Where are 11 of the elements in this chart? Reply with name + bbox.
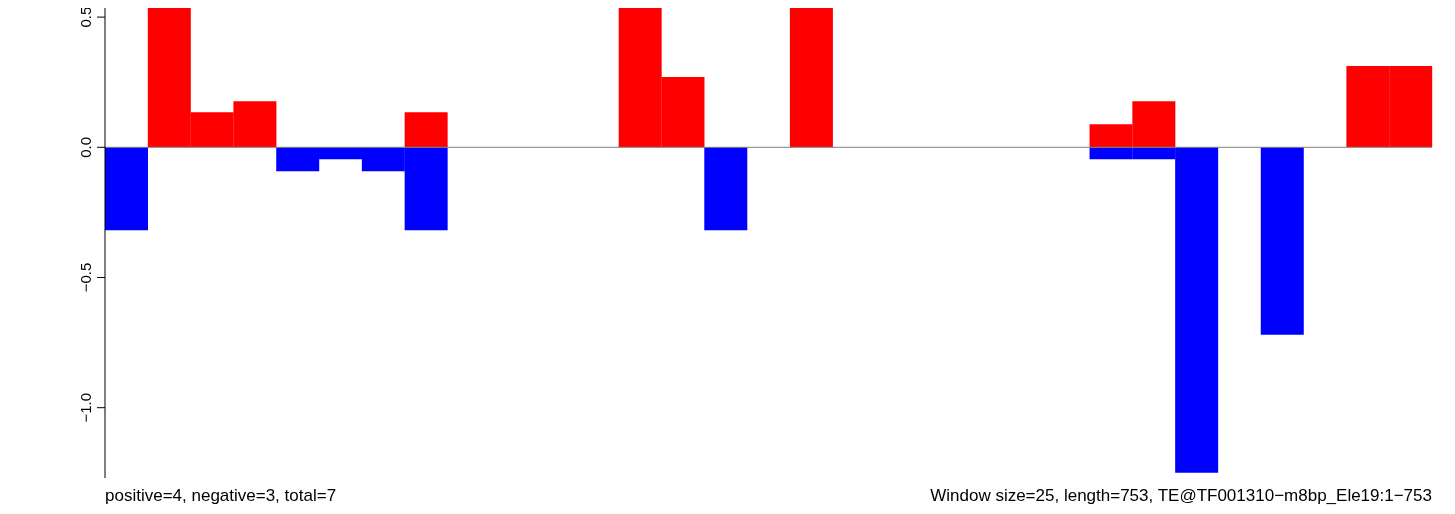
text: positive=4, negative=3, total=7	[105, 486, 337, 506]
text: Window size=25, length=753, TE@TF001310−m8bp_Ele19:1−753	[930, 486, 1432, 506]
y-tick-label: 0.0	[77, 136, 94, 158]
y-tick-label: 0.5	[77, 6, 94, 28]
bar	[789, 8, 833, 148]
y-tick-label: −1.0	[77, 392, 94, 423]
y-tick-label: −0.5	[77, 262, 94, 293]
bar	[704, 147, 748, 231]
bar	[404, 112, 448, 148]
bar	[1260, 147, 1304, 335]
bar	[105, 147, 148, 231]
